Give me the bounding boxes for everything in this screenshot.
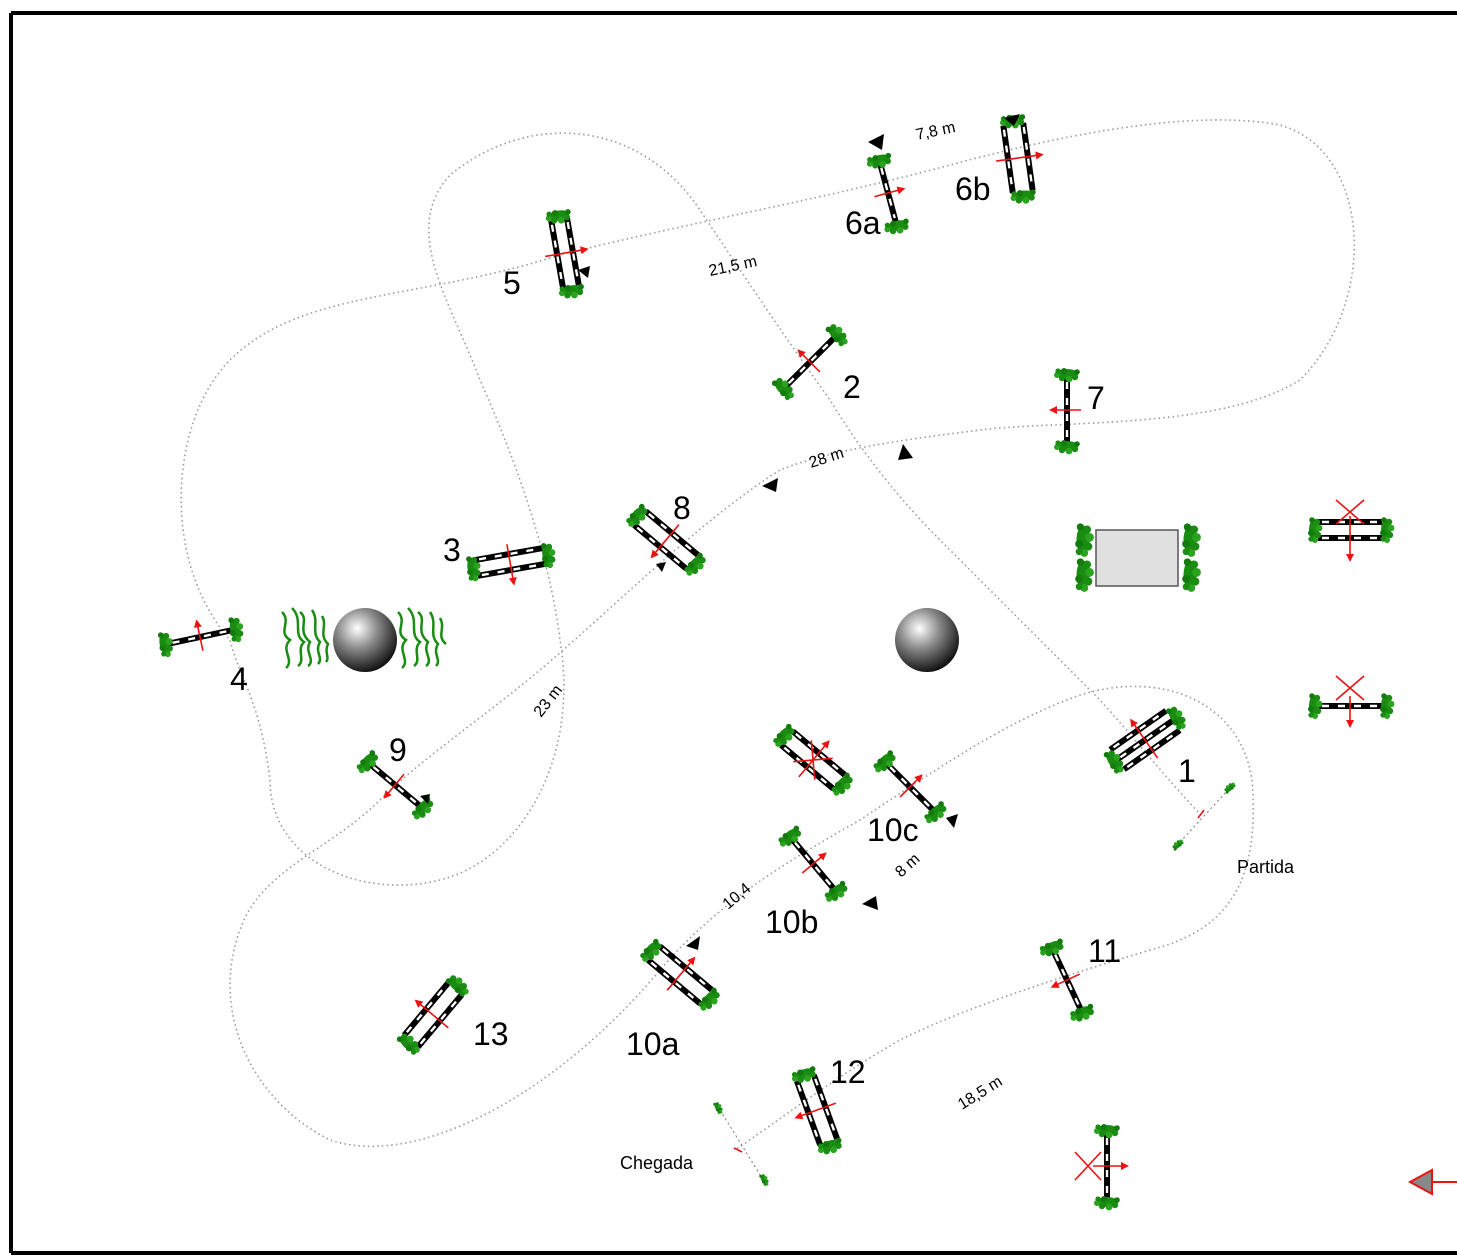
obstacle-label-3: 3 [443,532,461,568]
obstacle-6b [996,112,1044,206]
distance-10a-10b: 10,4 [720,880,755,913]
hedge-left [281,607,330,669]
direction-arrow-icon [420,114,1020,950]
obstacle-label-7: 7 [1087,380,1105,416]
obstacle-label-5: 5 [503,265,521,301]
distance-6a-6b: 7,8 m [914,119,957,144]
obstacle-13 [394,971,473,1058]
obstacle-7 [1049,368,1081,455]
obstacle-4 [156,615,247,659]
decorative-ball-icon [895,608,959,672]
finish-label: Chegada [620,1153,694,1173]
obstacle-1 [1101,702,1191,776]
distance-5-6a: 21,5 m [707,253,758,280]
obstacle-12 [789,1064,845,1159]
obstacle-label-10b: 10b [765,904,818,940]
hedge-right [397,607,447,669]
course-route [180,119,1355,1151]
obstacle-10b [776,823,852,907]
obstacle-label-13: 13 [473,1016,509,1052]
obstacle-label-10a: 10a [626,1026,680,1062]
entrance-arrow-icon [1407,1168,1457,1196]
obstacle-label-1: 1 [1178,753,1196,789]
distance-7-8: 28 m [807,445,846,472]
obstacle-11 [1037,936,1098,1026]
obstacle-label-9: 9 [389,732,407,768]
arena-border [9,11,1457,1255]
distance-3-9: 23 m [531,682,566,721]
obstacle-8 [623,501,710,580]
obstacle-3 [464,541,558,586]
obstacle-label-12: 12 [830,1054,866,1090]
distance-11-12: 18,5 m [955,1073,1005,1113]
crossed-out-marker-icon [770,721,857,800]
obstacle-label-11: 11 [1088,933,1121,969]
crossed-out-marker-icon [1074,1124,1129,1211]
obstacle-label-2: 2 [843,369,861,405]
crossed-out-marker-icon [1308,499,1395,562]
obstacle-6a [865,151,912,238]
finish-line [712,1100,771,1188]
decorative-ball-icon [333,608,397,672]
obstacle-10a [637,936,724,1015]
water-jump-icon [1075,523,1201,592]
obstacle-label-10c: 10c [867,812,919,848]
obstacle-label-8: 8 [673,490,691,526]
start-label: Partida [1237,857,1295,877]
obstacle-label-6b: 6b [955,171,991,207]
obstacle-label-4: 4 [230,661,248,697]
crossed-out-marker-icon [1308,675,1395,728]
obstacle-2 [769,320,853,403]
obstacle-9 [354,748,438,824]
obstacle-label-6a: 6a [845,205,881,241]
start-line [1170,780,1237,852]
distance-10b-10c: 8 m [892,850,923,880]
obstacle-5 [544,207,589,301]
